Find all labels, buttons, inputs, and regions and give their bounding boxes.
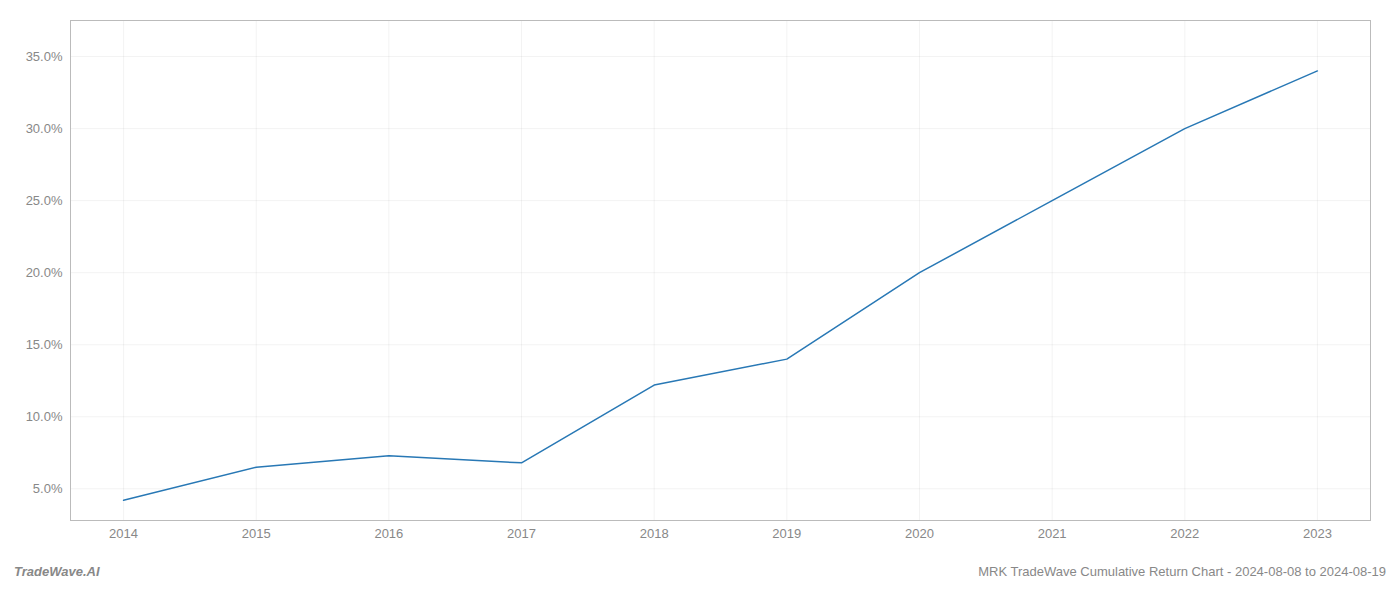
- svg-text:10.0%: 10.0%: [26, 409, 63, 424]
- svg-text:2015: 2015: [242, 526, 271, 541]
- svg-text:5.0%: 5.0%: [33, 481, 63, 496]
- svg-text:2022: 2022: [1170, 526, 1199, 541]
- svg-text:25.0%: 25.0%: [26, 193, 63, 208]
- svg-text:30.0%: 30.0%: [26, 121, 63, 136]
- svg-text:20.0%: 20.0%: [26, 265, 63, 280]
- svg-text:2018: 2018: [640, 526, 669, 541]
- svg-text:2019: 2019: [772, 526, 801, 541]
- svg-text:15.0%: 15.0%: [26, 337, 63, 352]
- svg-text:35.0%: 35.0%: [26, 49, 63, 64]
- svg-text:2014: 2014: [109, 526, 138, 541]
- svg-text:2016: 2016: [374, 526, 403, 541]
- svg-text:2017: 2017: [507, 526, 536, 541]
- svg-text:2020: 2020: [905, 526, 934, 541]
- html-text:MRK TradeWave Cumulative Retur: MRK TradeWave Cumulative Return Chart - …: [978, 564, 1386, 579]
- svg-text:2021: 2021: [1038, 526, 1067, 541]
- svg-text:2023: 2023: [1303, 526, 1332, 541]
- html-text:TradeWave.AI: TradeWave.AI: [14, 564, 100, 579]
